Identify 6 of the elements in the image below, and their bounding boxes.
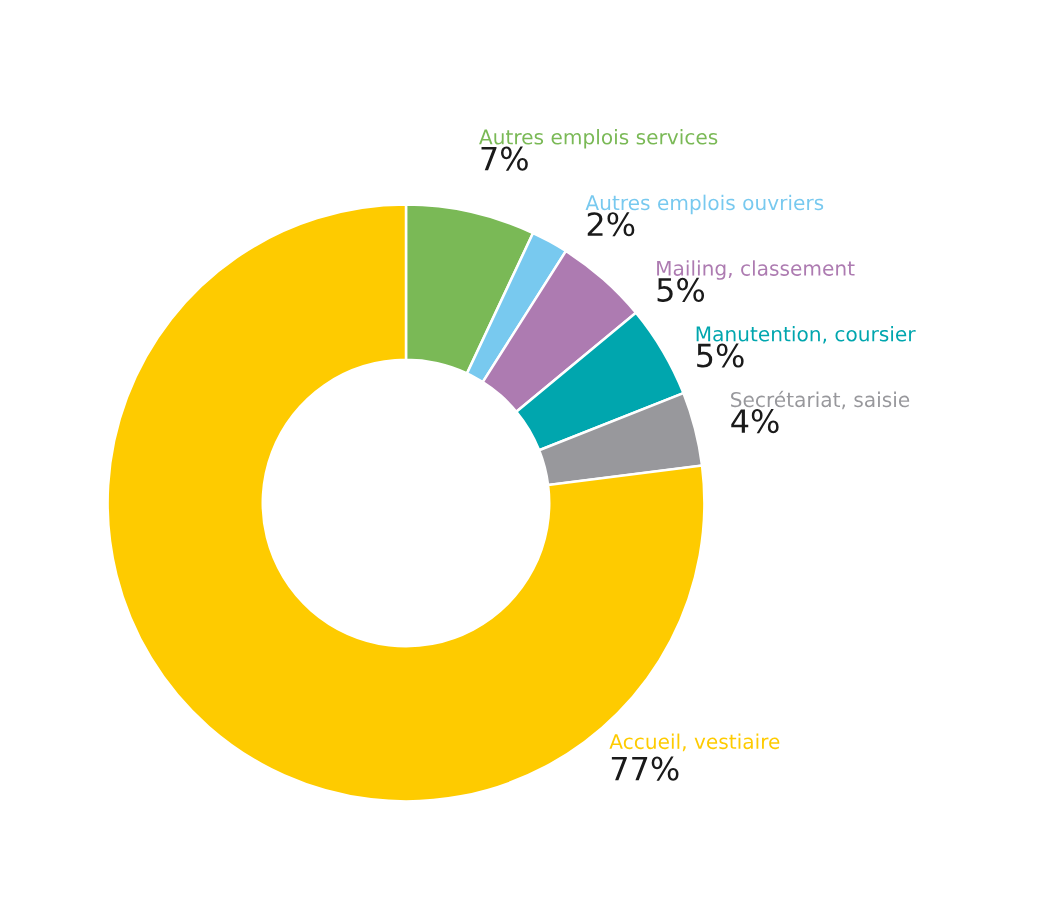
data-label: 4% <box>731 409 779 434</box>
data-label: 77% <box>611 756 679 781</box>
slice-label: Manutention, coursier <box>696 325 916 344</box>
slice-label: Accueil, vestiaire <box>609 733 780 752</box>
slice-label: Secrétariat, saisie <box>731 390 910 410</box>
data-label: 5% <box>697 343 744 368</box>
